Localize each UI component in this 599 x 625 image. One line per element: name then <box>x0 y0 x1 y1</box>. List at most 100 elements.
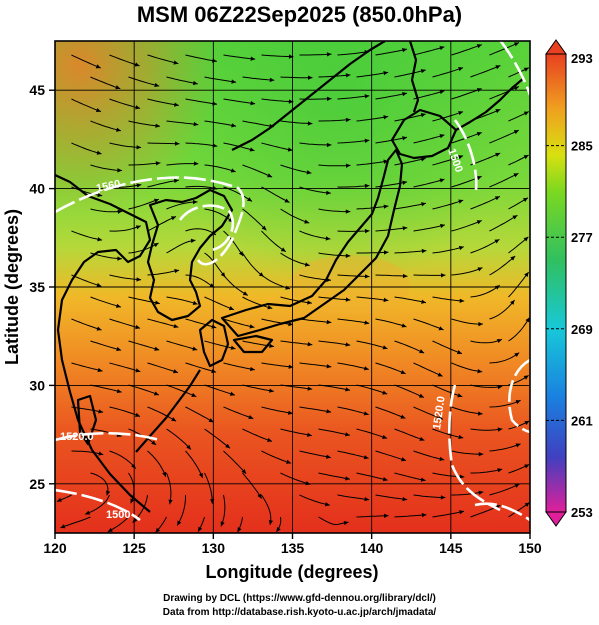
streamline <box>166 340 198 351</box>
streamline-arrow <box>364 183 370 189</box>
streamline <box>337 139 370 144</box>
streamline <box>432 246 464 254</box>
streamline-arrow <box>402 226 408 231</box>
streamline-arrow <box>136 145 142 150</box>
credit-data: Data from http://database.rish.kyoto-u.a… <box>162 607 437 618</box>
streamline <box>356 116 389 122</box>
streamline <box>185 54 217 62</box>
streamline-arrow <box>524 421 530 425</box>
streamline-arrow <box>190 238 196 243</box>
streamline <box>489 399 521 408</box>
streamline-arrow <box>326 142 332 148</box>
streamline <box>71 142 102 155</box>
streamline <box>185 450 204 479</box>
streamline <box>261 142 293 151</box>
streamline-arrow <box>173 369 179 374</box>
streamline <box>261 54 294 58</box>
streamline-arrow <box>522 197 528 202</box>
streamline-arrow <box>512 215 518 220</box>
streamline-arrow <box>193 161 199 166</box>
streamline-arrow <box>438 415 444 420</box>
streamline-arrow <box>383 250 389 255</box>
streamline-arrow <box>136 277 142 282</box>
streamline <box>242 472 263 499</box>
streamline <box>470 284 501 298</box>
streamline <box>261 98 294 103</box>
streamline <box>109 406 141 417</box>
streamline-arrow <box>325 236 331 241</box>
streamline-arrow <box>135 105 141 110</box>
streamline-arrow <box>117 168 122 173</box>
streamline <box>394 384 425 398</box>
streamline-arrow <box>56 497 62 502</box>
chart-title: MSM 06Z22Sep2025 (850.0hPa) <box>136 2 463 27</box>
streamline <box>299 230 331 240</box>
streamline-arrow <box>523 375 529 380</box>
streamline-arrow <box>420 68 426 74</box>
streamline <box>375 227 408 232</box>
credits: Drawing by DCL (https://www.gfd-dennou.o… <box>0 592 599 620</box>
streamline-arrow <box>402 496 408 502</box>
streamline-arrow <box>440 495 446 500</box>
streamline-arrow <box>285 285 291 290</box>
streamline-arrow <box>96 326 102 331</box>
streamline <box>280 208 310 224</box>
streamline <box>337 362 369 370</box>
streamline-arrow <box>439 45 445 51</box>
streamline <box>451 362 483 373</box>
streamline <box>166 120 199 126</box>
streamline <box>375 92 408 100</box>
streamline-arrow <box>198 472 203 478</box>
streamline <box>109 318 141 329</box>
streamline-arrow <box>477 267 483 272</box>
streamline-arrow <box>98 409 104 414</box>
streamline-arrow <box>116 346 122 352</box>
credit-drawing: Drawing by DCL (https://www.gfd-dennou.o… <box>163 593 436 604</box>
streamline <box>261 362 294 368</box>
ryukyu-islands <box>135 369 201 453</box>
streamline-arrow <box>459 474 465 479</box>
streamline-arrow <box>438 326 444 331</box>
streamline-arrow <box>174 102 179 107</box>
streamline-arrow <box>496 339 502 344</box>
streamline-arrow <box>306 170 312 175</box>
japan-shikoku <box>232 334 274 354</box>
streamline <box>280 164 312 174</box>
streamline <box>166 384 197 398</box>
streamline-arrow <box>420 477 426 482</box>
streamline-arrow <box>383 115 389 120</box>
streamline-arrow <box>269 343 275 349</box>
streamline-arrow <box>211 324 217 329</box>
streamline <box>375 494 408 501</box>
streamline <box>147 318 179 328</box>
streamline <box>220 494 226 527</box>
streamline <box>394 296 427 304</box>
streamline <box>84 494 110 515</box>
streamline <box>432 296 465 302</box>
y-tick-label: 45 <box>29 82 45 98</box>
streamline <box>470 238 500 254</box>
streamline-arrow <box>276 527 281 532</box>
streamline <box>337 185 370 188</box>
streamline <box>432 199 464 210</box>
streamline <box>451 318 483 325</box>
streamline <box>166 201 198 210</box>
colorbar-label: 285 <box>571 139 593 154</box>
streamline-arrow <box>326 319 332 325</box>
streamline <box>337 230 370 232</box>
streamline <box>261 494 272 525</box>
streamline <box>71 98 102 113</box>
x-tick-label: 120 <box>43 540 67 556</box>
streamline-arrow <box>135 324 141 330</box>
streamline-arrow <box>513 86 519 91</box>
streamline-arrow <box>97 192 103 198</box>
streamline-arrow <box>476 44 482 49</box>
streamline <box>185 228 217 236</box>
japan-hokkaido <box>390 108 458 160</box>
streamline-arrow <box>130 498 135 504</box>
streamline-arrow <box>98 451 104 456</box>
kuril-islands <box>455 77 525 131</box>
streamline-arrow <box>495 109 501 114</box>
streamline-arrow <box>326 96 332 102</box>
x-tick-label: 125 <box>122 540 146 556</box>
